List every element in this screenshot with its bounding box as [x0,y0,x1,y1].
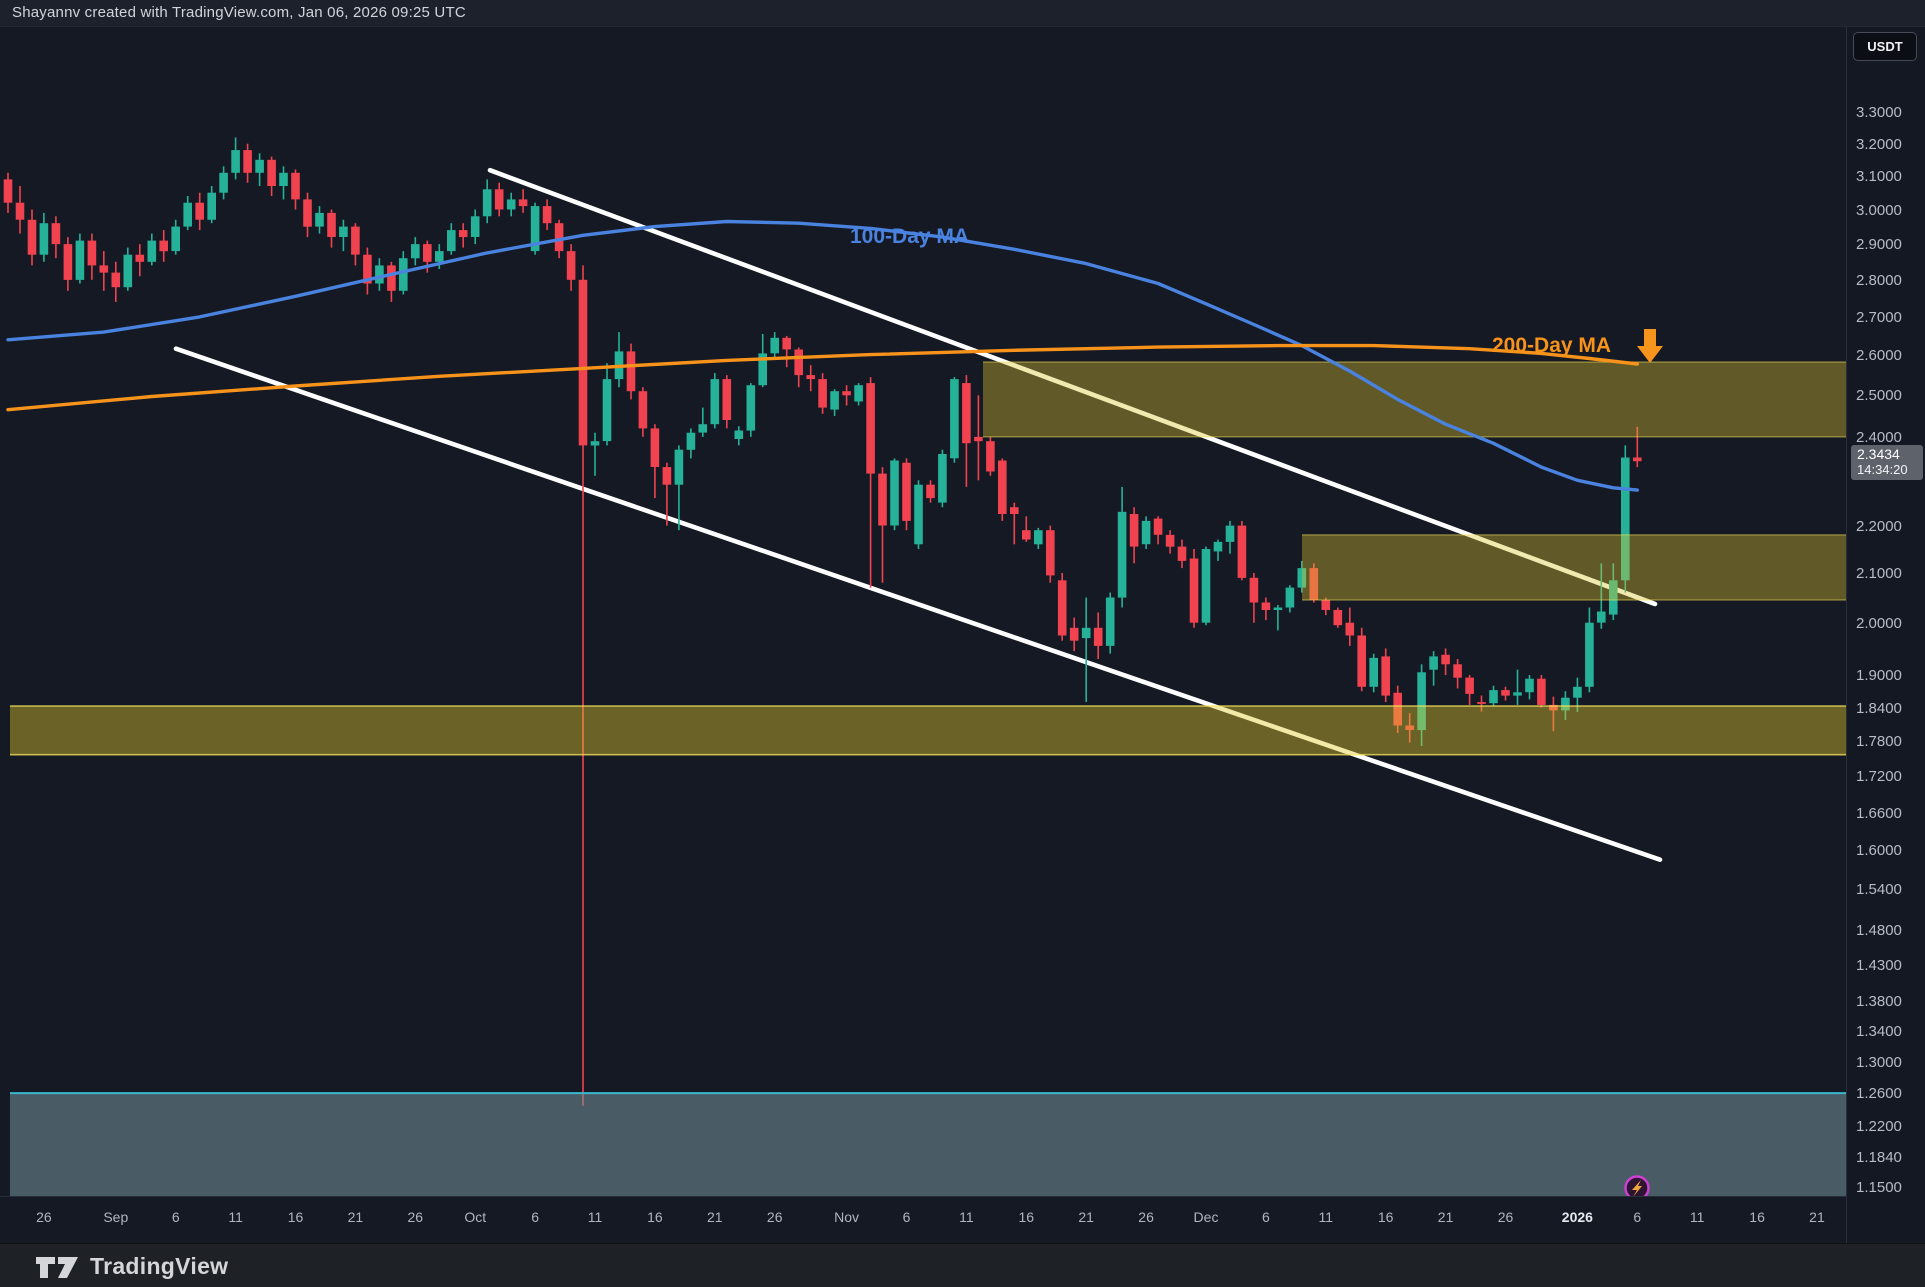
time-tick: 16 [1377,1209,1394,1225]
price-axis[interactable]: USDT 3.3000 3.2000 3.1000 3.0000 2.9000 2.800… [1846,26,1925,1243]
time-tick: 6 [1633,1209,1642,1225]
supply-zone-upper [983,362,1846,437]
time-tick: 21 [707,1209,723,1225]
price-tick: 2.8000 [1856,271,1902,289]
price-tick: 3.2000 [1856,135,1902,153]
price-tick: 1.6000 [1856,842,1902,860]
time-tick: 11 [1689,1209,1705,1225]
price-tick: 1.7200 [1856,768,1902,786]
price-tick: 1.3400 [1856,1022,1902,1040]
time-tick: Dec [1193,1209,1219,1225]
upper-channel-line [487,167,1658,607]
supply-demand-zones-layer [10,361,1846,1196]
candle-countdown: 14:34:20 [1857,462,1908,478]
time-tick: 6 [1261,1209,1270,1225]
attribution-text: Shayannv created with TradingView.com, J… [12,4,466,21]
price-tick: 2.7000 [1856,308,1902,326]
brand-name[interactable]: TradingView [90,1252,229,1279]
ma200-line[interactable] [6,343,1639,412]
header-strip: Shayannv created with TradingView.com, J… [0,0,1925,27]
price-tick: 2.4000 [1856,428,1902,446]
price-tick: 3.1000 [1856,168,1902,186]
price-tick: 1.6600 [1856,804,1902,822]
candles-layer [3,137,1642,1106]
tradingview-logo-icon[interactable] [34,1251,80,1281]
time-tick: 16 [1018,1209,1035,1225]
price-tick: 2.9000 [1856,236,1902,254]
lower-support-zone [10,1093,1846,1196]
price-tick: 3.0000 [1856,201,1902,219]
price-tick: 1.8400 [1856,699,1902,717]
price-tick: 1.2600 [1856,1085,1902,1103]
time-tick: 21 [1809,1209,1825,1225]
bottom-brand-bar: TradingView [0,1243,1925,1287]
price-tick: 1.5400 [1856,881,1902,898]
time-tick: 26 [407,1209,424,1225]
time-tick: 6 [902,1209,911,1225]
price-tick: 2.5000 [1856,387,1902,405]
lower-channel-line [173,346,1663,863]
time-tick: 11 [959,1209,974,1225]
last-price-value: 2.3434 [1857,446,1900,463]
lightning-badge-icon[interactable] [1624,1175,1650,1197]
time-tick: 26 [1497,1209,1514,1225]
price-tick: 1.7800 [1856,733,1902,751]
price-tick: 1.3000 [1856,1053,1902,1071]
demand-zone [10,706,1846,755]
time-tick: 26 [1138,1209,1154,1225]
price-tick: 1.4800 [1856,921,1902,939]
price-chart-canvas[interactable]: 100-Day MA 200-Day MA [0,26,1846,1196]
time-tick: 6 [171,1209,180,1225]
time-tick: 16 [647,1209,663,1225]
trendlines-layer [173,167,1663,863]
time-tick: 26 [36,1209,52,1225]
time-tick: 21 [1078,1209,1094,1225]
time-tick: 26 [766,1209,783,1225]
time-tick: 16 [287,1209,304,1225]
quote-currency-chip[interactable]: USDT [1853,32,1917,61]
price-tick: 2.1000 [1856,564,1902,582]
time-tick: 2026 [1561,1209,1593,1225]
time-axis[interactable]: 26 Sep 6 11 16 21 26 Oct 6 11 16 21 26 Nov 6 11 16 21 26 De… [0,1196,1846,1244]
price-tick: 2.2000 [1856,517,1902,535]
down-arrow-icon [1637,329,1663,363]
time-tick: 11 [587,1209,603,1225]
last-price-badge: 2.3434 14:34:20 [1851,445,1923,481]
price-tick: 1.2200 [1856,1118,1902,1136]
price-tick: 1.1840 [1856,1148,1902,1166]
time-tick: 6 [531,1209,539,1225]
price-tick: 3.3000 [1856,104,1902,122]
time-tick: 11 [228,1209,243,1225]
time-tick: Oct [464,1209,487,1225]
time-tick: 16 [1749,1209,1765,1225]
price-tick: 1.3800 [1856,992,1902,1010]
time-tick: Sep [103,1209,129,1225]
time-tick: 21 [347,1209,364,1225]
price-tick: 2.6000 [1856,347,1902,365]
time-tick: 21 [1437,1209,1454,1225]
price-tick: 2.0000 [1856,614,1902,632]
time-tick: 11 [1318,1209,1334,1225]
time-tick: Nov [834,1209,860,1225]
price-tick: 1.9000 [1856,666,1902,684]
price-tick: 1.1500 [1856,1178,1902,1196]
price-tick: 1.4300 [1856,956,1902,974]
ma100-line[interactable] [6,219,1639,492]
ma200-label: 200-Day MA [1492,334,1611,357]
ma100-label: 100-Day MA [850,225,969,248]
supply-zone-mid [1302,534,1846,600]
